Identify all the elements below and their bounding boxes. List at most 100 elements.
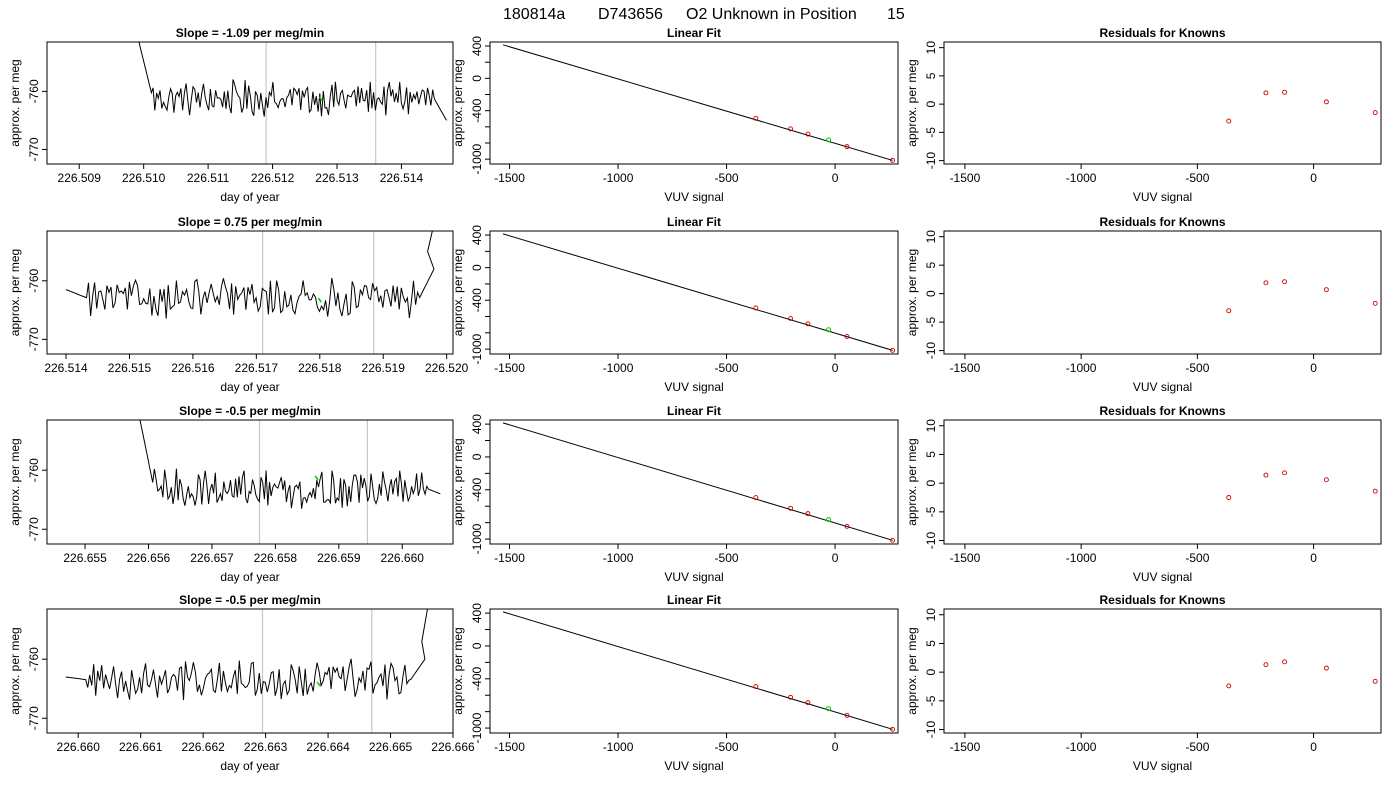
panel-title: Linear Fit xyxy=(667,215,721,229)
series-line xyxy=(65,609,428,701)
series-line xyxy=(65,231,435,319)
panel-title: Residuals for Knowns xyxy=(1099,26,1225,40)
panel-linear-fit-row-4: Linear Fit -1500 -1000 -500 0 400 0 -400 -1000 VU… xyxy=(451,593,899,773)
y-tick-label: 400 xyxy=(470,225,484,245)
x-tick-label: 226.660 xyxy=(381,551,425,565)
x-tick-label: 226.666 xyxy=(431,740,475,754)
known-point xyxy=(890,726,896,732)
x-tick-label: 226.656 xyxy=(127,551,171,565)
panel-time-series-row-2: Slope = 0.75 per meg/min 226.514 226.515 22… xyxy=(8,215,469,394)
x-axis-label: VUV signal xyxy=(664,759,723,773)
x-tick-label: 0 xyxy=(1310,171,1317,185)
residual-point xyxy=(1263,472,1269,478)
x-tick-label: -1000 xyxy=(1066,740,1097,754)
x-tick-label: -1000 xyxy=(603,740,634,754)
y-tick-label: -770 xyxy=(27,706,41,730)
y-axis-label: approx. per meg xyxy=(8,249,22,336)
panel-title: Linear Fit xyxy=(667,404,721,418)
plot-area xyxy=(65,609,428,701)
suptitle-position: 15 xyxy=(887,6,905,23)
y-axis-label: approx. per meg xyxy=(8,627,22,714)
x-tick-label: 0 xyxy=(1310,740,1317,754)
residual-point xyxy=(1226,683,1232,689)
panel-frame xyxy=(489,230,899,355)
plot-area xyxy=(502,233,896,353)
panel-frame xyxy=(943,608,1382,734)
x-tick-label: 0 xyxy=(1310,361,1317,375)
y-tick-label: -770 xyxy=(27,517,41,541)
unknown-marker xyxy=(316,681,321,687)
x-tick-label: -1500 xyxy=(494,551,525,565)
panel-frame xyxy=(46,230,454,355)
known-point xyxy=(788,316,794,322)
y-tick-label: 400 xyxy=(470,414,484,434)
known-point xyxy=(753,684,759,690)
y-tick-label: -760 xyxy=(27,79,41,103)
y-tick-label: -5 xyxy=(924,695,938,706)
plot-area xyxy=(138,42,448,121)
residual-point xyxy=(1323,287,1329,293)
x-tick-label: -1500 xyxy=(494,740,525,754)
residual-point xyxy=(1282,89,1287,95)
panel-title: Slope = -1.09 per meg/min xyxy=(176,26,324,40)
known-point xyxy=(844,144,850,150)
x-tick-label: 226.514 xyxy=(44,361,88,375)
panel-time-series-row-1: Slope = -1.09 per meg/min 226.509 226.510 2… xyxy=(8,26,454,204)
y-tick-label: 5 xyxy=(924,451,938,458)
x-tick-label: -1000 xyxy=(603,171,634,185)
y-tick-label: 400 xyxy=(470,603,484,623)
y-axis-label: approx. per meg xyxy=(451,438,465,525)
x-tick-label: 226.657 xyxy=(190,551,234,565)
known-point xyxy=(788,505,794,511)
y-tick-label: -770 xyxy=(27,327,41,351)
y-tick-label: 0 xyxy=(924,100,938,107)
known-point xyxy=(890,157,896,163)
x-axis-label: VUV signal xyxy=(1133,759,1192,773)
x-tick-label: -500 xyxy=(715,551,739,565)
y-tick-label: -400 xyxy=(470,288,484,312)
known-point xyxy=(890,537,896,543)
x-tick-label: -1500 xyxy=(950,551,981,565)
x-tick-label: 226.516 xyxy=(171,361,215,375)
residual-point xyxy=(1323,99,1329,105)
residual-point xyxy=(1263,90,1269,96)
y-tick-label: 0 xyxy=(924,479,938,486)
y-tick-label: -770 xyxy=(27,137,41,161)
x-axis-label: VUV signal xyxy=(664,570,723,584)
x-tick-label: 226.509 xyxy=(58,171,102,185)
x-tick-label: -500 xyxy=(715,361,739,375)
panel-residuals-row-1: Residuals for Knowns -1500 -1000 -500 0 10 5 0 -… xyxy=(905,26,1382,204)
y-tick-label: 10 xyxy=(924,419,938,433)
panel-linear-fit-row-2: Linear Fit -1500 -1000 -500 0 400 0 -400 -1000 VU… xyxy=(451,215,899,394)
x-tick-label: -1500 xyxy=(950,740,981,754)
y-tick-label: -400 xyxy=(470,98,484,122)
series-line xyxy=(139,420,441,509)
y-axis-label: approx. per meg xyxy=(451,627,465,714)
residual-point xyxy=(1282,659,1287,665)
y-tick-label: 400 xyxy=(470,36,484,56)
x-tick-label: 226.658 xyxy=(254,551,298,565)
x-tick-label: 226.664 xyxy=(306,740,350,754)
residual-point xyxy=(1226,118,1232,124)
y-tick-label: 5 xyxy=(924,262,938,269)
x-tick-label: -1000 xyxy=(1066,551,1097,565)
x-axis-label: day of year xyxy=(220,570,279,584)
x-tick-label: 226.510 xyxy=(122,171,166,185)
y-axis-label: approx. per meg xyxy=(8,438,22,525)
y-tick-label: -10 xyxy=(924,152,938,170)
panel-time-series-row-4: Slope = -0.5 per meg/min 226.660 226.661 22… xyxy=(8,593,475,773)
unknown-point xyxy=(826,137,832,143)
x-tick-label: 0 xyxy=(832,171,839,185)
y-tick-label: -10 xyxy=(924,721,938,739)
x-tick-label: 226.661 xyxy=(119,740,163,754)
suptitle-run-id: 180814a xyxy=(503,6,565,23)
residual-point xyxy=(1282,279,1287,285)
residual-point xyxy=(1323,477,1329,483)
unknown-marker xyxy=(314,475,319,481)
panel-title: Slope = -0.5 per meg/min xyxy=(179,593,321,607)
residual-point xyxy=(1372,678,1378,684)
panel-time-series-row-3: Slope = -0.5 per meg/min 226.655 226.656 22… xyxy=(8,404,454,584)
known-point xyxy=(753,495,759,501)
x-tick-label: -500 xyxy=(715,171,739,185)
y-tick-label: -1000 xyxy=(470,712,484,743)
